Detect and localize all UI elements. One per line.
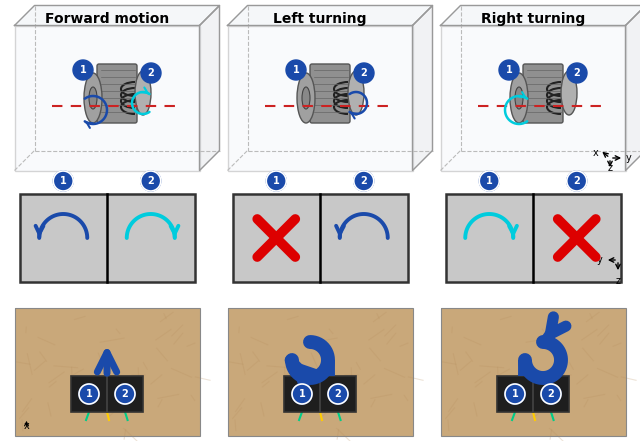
Circle shape <box>567 171 587 191</box>
Circle shape <box>328 384 348 404</box>
Circle shape <box>53 171 73 191</box>
Text: 2: 2 <box>548 389 554 399</box>
Circle shape <box>115 384 135 404</box>
Text: z: z <box>616 276 621 286</box>
Ellipse shape <box>84 73 102 123</box>
Bar <box>440 308 625 436</box>
Bar <box>15 308 200 436</box>
Ellipse shape <box>135 71 151 115</box>
Ellipse shape <box>561 71 577 115</box>
Polygon shape <box>227 5 433 26</box>
Ellipse shape <box>302 87 310 109</box>
Text: Right turning: Right turning <box>481 12 585 26</box>
Text: Forward motion: Forward motion <box>45 12 169 26</box>
Circle shape <box>141 63 161 83</box>
Circle shape <box>479 171 499 191</box>
Circle shape <box>73 60 93 80</box>
Polygon shape <box>15 5 220 26</box>
Text: 1: 1 <box>506 65 513 75</box>
Circle shape <box>286 60 306 80</box>
Bar <box>15 26 200 171</box>
Text: 1: 1 <box>86 389 92 399</box>
Circle shape <box>79 384 99 404</box>
Text: 2: 2 <box>147 176 154 186</box>
Text: 1: 1 <box>60 176 67 186</box>
Polygon shape <box>200 5 220 171</box>
Text: y: y <box>626 153 632 163</box>
Bar <box>440 26 625 171</box>
Bar <box>15 308 200 436</box>
Circle shape <box>141 171 161 191</box>
Bar <box>445 194 621 282</box>
Bar <box>440 308 625 436</box>
Circle shape <box>505 384 525 404</box>
Text: 2: 2 <box>573 68 580 78</box>
FancyBboxPatch shape <box>310 64 350 123</box>
Bar <box>497 376 569 412</box>
Bar <box>71 376 143 412</box>
Polygon shape <box>625 5 640 171</box>
Bar <box>227 308 413 436</box>
Bar <box>19 194 195 282</box>
Text: 1: 1 <box>292 65 300 75</box>
Ellipse shape <box>348 71 364 115</box>
FancyBboxPatch shape <box>97 64 137 123</box>
Text: Left turning: Left turning <box>273 12 367 26</box>
Bar <box>227 26 413 171</box>
Text: y: y <box>596 255 602 265</box>
Circle shape <box>354 171 374 191</box>
Bar <box>232 194 408 282</box>
Bar <box>284 376 356 412</box>
Text: 2: 2 <box>122 389 129 399</box>
Text: z: z <box>607 163 612 173</box>
Text: 1: 1 <box>511 389 518 399</box>
Circle shape <box>266 171 286 191</box>
Bar <box>227 308 413 436</box>
Ellipse shape <box>89 87 97 109</box>
Polygon shape <box>440 5 640 26</box>
Text: 1: 1 <box>486 176 493 186</box>
FancyBboxPatch shape <box>523 64 563 123</box>
Polygon shape <box>413 5 433 171</box>
Text: 2: 2 <box>360 176 367 186</box>
Circle shape <box>499 60 519 80</box>
Ellipse shape <box>510 73 528 123</box>
Circle shape <box>541 384 561 404</box>
Circle shape <box>354 63 374 83</box>
Text: 2: 2 <box>148 68 154 78</box>
Text: 1: 1 <box>79 65 86 75</box>
Text: 2: 2 <box>335 389 341 399</box>
Circle shape <box>292 384 312 404</box>
Ellipse shape <box>297 73 315 123</box>
Text: 1: 1 <box>273 176 280 186</box>
Ellipse shape <box>515 87 523 109</box>
Text: x: x <box>592 148 598 158</box>
Text: 2: 2 <box>573 176 580 186</box>
Text: x: x <box>24 421 29 431</box>
Circle shape <box>567 63 587 83</box>
Text: 2: 2 <box>360 68 367 78</box>
Text: 1: 1 <box>299 389 305 399</box>
